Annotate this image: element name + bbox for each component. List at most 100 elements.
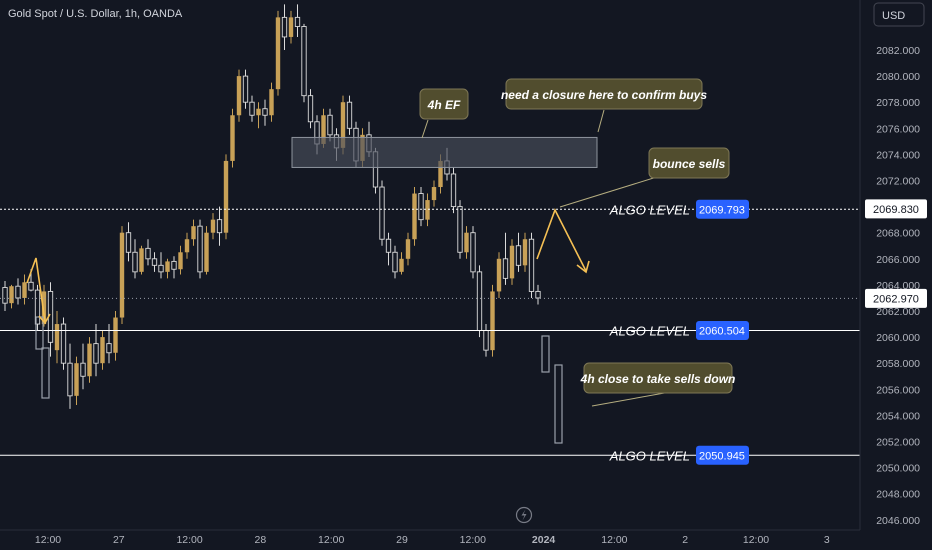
lightning-icon[interactable] bbox=[515, 506, 533, 524]
candle-body bbox=[184, 239, 190, 253]
candle-body bbox=[74, 363, 79, 396]
candle-body bbox=[197, 225, 203, 273]
close-down-callout[interactable]: 4h close to take sells down bbox=[580, 362, 736, 394]
ef-callout-text: 4h EF bbox=[427, 98, 461, 112]
candle-body bbox=[145, 247, 151, 260]
candle-body bbox=[490, 291, 495, 351]
currency-button[interactable]: USD bbox=[873, 2, 925, 27]
4h-ef-zone[interactable] bbox=[291, 136, 598, 168]
projection-box-4[interactable] bbox=[554, 364, 563, 444]
time-tick-label: 3 bbox=[824, 534, 830, 546]
bounce-path[interactable] bbox=[536, 208, 587, 272]
candle-body bbox=[340, 102, 346, 148]
candle-body bbox=[502, 258, 509, 279]
candle-body bbox=[236, 76, 242, 116]
candle-body bbox=[41, 291, 47, 325]
candle-body bbox=[67, 362, 73, 397]
candle-body bbox=[119, 232, 125, 318]
time-tick-label: 12:00 bbox=[318, 534, 344, 546]
price-tick-labels: 2082.000 2080.000 2078.000 2076.000 2074.000… bbox=[876, 45, 920, 527]
candle-body bbox=[476, 271, 483, 332]
time-tick-label: 12:00 bbox=[35, 534, 61, 546]
price-tick-label: 2062.000 bbox=[876, 306, 920, 318]
candle-body bbox=[327, 114, 333, 136]
crosshair-price: 2069.830 bbox=[873, 204, 919, 216]
candle-body bbox=[22, 282, 27, 298]
candle-body bbox=[210, 219, 216, 233]
candle-body bbox=[249, 101, 255, 116]
price-scale[interactable]: USD 2082.000 2080.000 2078.000 2076.000 2074… bbox=[859, 0, 932, 550]
price-tick-label: 2058.000 bbox=[876, 358, 920, 370]
candle-body bbox=[204, 232, 209, 272]
candle-body bbox=[450, 173, 457, 208]
candle-body bbox=[535, 290, 541, 299]
price-tick-label: 2046.000 bbox=[876, 515, 920, 527]
candle-body bbox=[392, 251, 398, 273]
algo-level-badge-2 bbox=[696, 321, 749, 341]
symbol-title[interactable]: Gold Spot / U.S. Dollar, 1h, OANDA bbox=[8, 8, 183, 20]
price-tick-label: 2052.000 bbox=[876, 437, 920, 449]
candle-body bbox=[294, 16, 301, 27]
algo-level-value-2: 2060.504 bbox=[699, 326, 745, 338]
last-price-label: 2062.970 bbox=[865, 288, 927, 308]
candle-body bbox=[54, 324, 60, 351]
time-tick-label: 12:00 bbox=[176, 534, 202, 546]
time-tick-label: 2 bbox=[682, 534, 688, 546]
ef-callout[interactable]: 4h EF bbox=[419, 88, 469, 120]
price-tick-label: 2060.000 bbox=[876, 332, 920, 344]
closure-callout-text: need a closure here to confirm buys bbox=[501, 88, 707, 102]
algo-level-label-1[interactable]: ALGO LEVEL 2069.793 bbox=[609, 199, 749, 219]
time-tick-label: 2024 bbox=[532, 534, 556, 546]
candle-body bbox=[191, 226, 196, 240]
candle-body bbox=[522, 239, 528, 266]
algo-level-value-3: 2050.945 bbox=[699, 450, 745, 462]
algo-level-value-1: 2069.793 bbox=[699, 204, 745, 216]
candle-body bbox=[15, 285, 21, 299]
algo-level-label-2[interactable]: ALGO LEVEL 2060.504 bbox=[609, 321, 749, 341]
candle-body bbox=[178, 252, 183, 270]
candle-body bbox=[399, 258, 404, 272]
bounce-callout-pointer bbox=[559, 175, 661, 208]
candle-body bbox=[288, 17, 294, 37]
time-axis[interactable]: 12:00 27 12:00 28 12:00 29 12:00 2024 12:00 2 12:0… bbox=[0, 506, 860, 547]
candle-body bbox=[281, 16, 288, 38]
candle-body bbox=[438, 160, 443, 188]
candle-body bbox=[425, 200, 430, 220]
currency-label: USD bbox=[882, 10, 905, 22]
candle-body bbox=[100, 337, 105, 364]
crosshair-price-label: 2069.830 bbox=[865, 199, 927, 219]
algo-level-label-3[interactable]: ALGO LEVEL 2050.945 bbox=[609, 445, 749, 465]
bounce-callout[interactable]: bounce sells bbox=[648, 147, 730, 179]
time-tick-label: 12:00 bbox=[601, 534, 627, 546]
time-tick-label: 27 bbox=[113, 534, 125, 546]
down-arrow-left[interactable] bbox=[26, 257, 46, 323]
candle-body bbox=[158, 264, 164, 273]
price-tick-label: 2048.000 bbox=[876, 489, 920, 501]
projection-box-3[interactable] bbox=[541, 335, 550, 373]
candle-body bbox=[113, 317, 118, 353]
time-tick-label: 28 bbox=[255, 534, 267, 546]
price-tick-label: 2082.000 bbox=[876, 45, 920, 57]
candle-body bbox=[528, 238, 535, 292]
candle-body bbox=[256, 108, 261, 116]
candle-body bbox=[93, 343, 99, 364]
projection-box-2[interactable] bbox=[41, 347, 50, 399]
candle-body bbox=[139, 248, 144, 272]
price-tick-label: 2076.000 bbox=[876, 123, 920, 135]
time-tick-label: 12:00 bbox=[743, 534, 769, 546]
down-arrowhead-left-icon bbox=[38, 313, 51, 325]
closure-callout[interactable]: need a closure here to confirm buys bbox=[501, 78, 707, 110]
price-tick-label: 2054.000 bbox=[876, 410, 920, 422]
candle-body bbox=[9, 286, 14, 304]
price-tick-label: 2056.000 bbox=[876, 384, 920, 396]
close-down-callout-text: 4h close to take sells down bbox=[580, 372, 736, 386]
time-tick-labels: 12:00 27 12:00 28 12:00 29 12:00 2024 12:00 2 12:0… bbox=[35, 534, 830, 546]
last-price: 2062.970 bbox=[873, 293, 919, 305]
candle-body bbox=[230, 115, 235, 161]
algo-level-text-2: ALGO LEVEL bbox=[609, 324, 690, 339]
close-down-callout-pointer bbox=[591, 391, 671, 407]
candle-body bbox=[151, 258, 158, 266]
time-tick-label: 29 bbox=[396, 534, 408, 546]
candle-body bbox=[418, 193, 424, 221]
